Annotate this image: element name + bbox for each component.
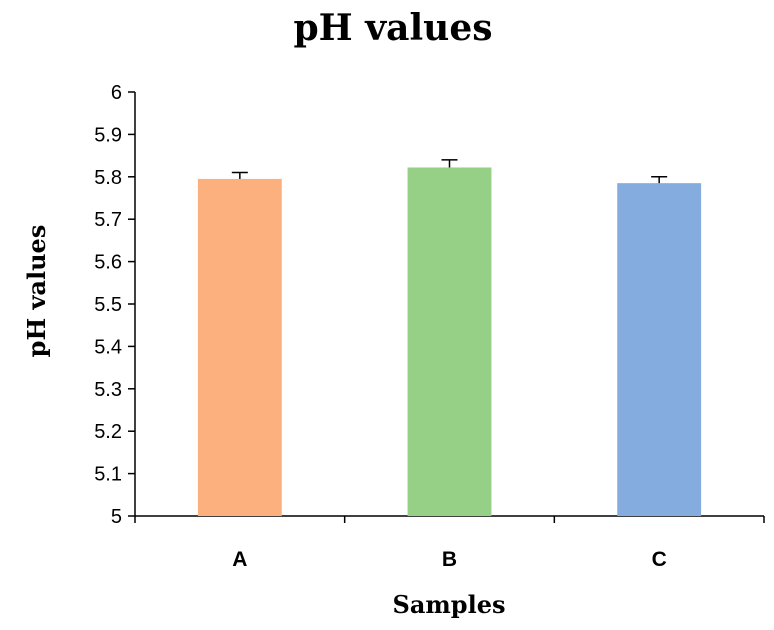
y-tick-label: 5.5 — [94, 294, 122, 316]
y-tick-label: 5.1 — [94, 464, 122, 486]
y-tick-label: 5 — [111, 506, 122, 528]
x-tick-label-c: C — [652, 548, 667, 571]
y-axis-title: pH values — [22, 225, 51, 358]
bar-a — [197, 178, 282, 517]
y-tick-label: 5.3 — [94, 379, 122, 401]
x-tick-label-a: A — [232, 548, 247, 571]
y-tick-label: 6 — [111, 82, 122, 104]
bar-b — [407, 167, 492, 517]
y-tick-label: 5.6 — [94, 252, 122, 274]
y-tick-label: 5.7 — [94, 209, 122, 231]
plot-area: 5 5.1 5.2 5.3 5.4 5.5 5.6 5.7 5.8 5.9 6 A B C — [94, 82, 765, 571]
y-tick-label: 5.8 — [94, 167, 122, 189]
bar-c — [617, 183, 702, 516]
x-axis-title: Samples — [393, 590, 506, 619]
x-tick-label-b: B — [442, 548, 457, 571]
y-tick-label: 5.4 — [94, 336, 122, 358]
y-tick-label: 5.9 — [94, 124, 122, 146]
chart-title: pH values — [294, 7, 493, 49]
y-tick-label: 5.2 — [94, 421, 122, 443]
